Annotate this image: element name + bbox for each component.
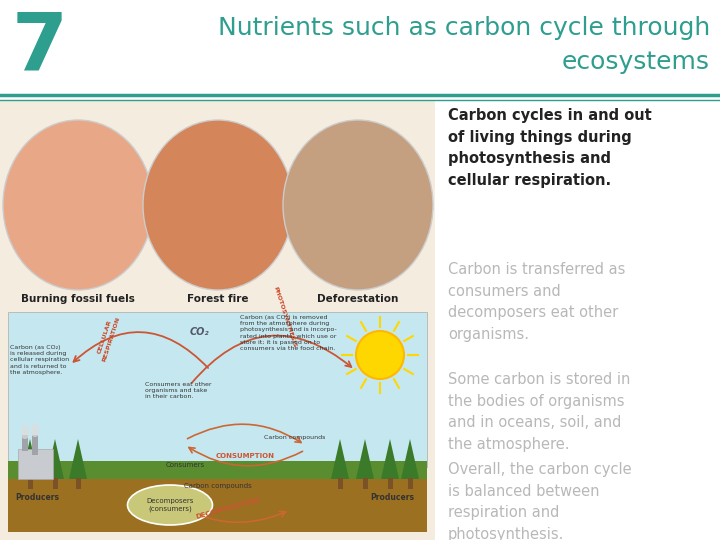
Text: Some carbon is stored in
the bodies of organisms
and in oceans, soil, and
the at: Some carbon is stored in the bodies of o… <box>448 372 631 452</box>
Text: Deforestation: Deforestation <box>318 294 399 304</box>
Bar <box>0 100 435 540</box>
Text: CO₂: CO₂ <box>190 327 210 337</box>
Polygon shape <box>46 439 64 479</box>
Polygon shape <box>69 439 87 479</box>
Text: Consumers eat other
organisms and take
in their carbon.: Consumers eat other organisms and take i… <box>145 382 212 400</box>
Ellipse shape <box>143 120 293 290</box>
Text: Decomposers
(consumers): Decomposers (consumers) <box>146 498 194 512</box>
Circle shape <box>31 429 39 437</box>
Text: Carbon compounds: Carbon compounds <box>184 483 252 489</box>
Ellipse shape <box>3 120 153 290</box>
Polygon shape <box>381 439 399 479</box>
Bar <box>0 0 720 95</box>
Bar <box>8 467 427 532</box>
Bar <box>32 435 38 455</box>
Text: Forest fire: Forest fire <box>187 294 248 304</box>
Bar <box>338 478 343 489</box>
Bar <box>440 100 720 540</box>
Bar <box>8 461 427 479</box>
Text: PHOTOSYNTHESIS: PHOTOSYNTHESIS <box>273 285 297 348</box>
Text: CELLULAR
RESPIRATION: CELLULAR RESPIRATION <box>96 314 120 362</box>
Bar <box>408 478 413 489</box>
Text: 7: 7 <box>12 9 68 86</box>
Circle shape <box>21 425 29 433</box>
Ellipse shape <box>283 120 433 290</box>
Bar <box>387 478 392 489</box>
Text: Carbon (as CO₂) is removed
from the atmosphere during
photosynthesis and is inco: Carbon (as CO₂) is removed from the atmo… <box>240 315 337 351</box>
Circle shape <box>356 331 404 379</box>
Bar <box>27 478 32 489</box>
Bar <box>18 449 53 479</box>
Circle shape <box>21 431 29 439</box>
Bar <box>53 478 58 489</box>
Text: Carbon is transferred as
consumers and
decomposers eat other
organisms.: Carbon is transferred as consumers and d… <box>448 262 626 342</box>
Text: Nutrients such as carbon cycle through: Nutrients such as carbon cycle through <box>217 16 710 40</box>
Text: Carbon cycles in and out
of living things during
photosynthesis and
cellular res: Carbon cycles in and out of living thing… <box>448 108 652 188</box>
Text: Producers: Producers <box>370 493 414 502</box>
Text: Producers: Producers <box>15 493 59 502</box>
Polygon shape <box>331 439 349 479</box>
Text: Consumers: Consumers <box>166 462 204 468</box>
Bar <box>22 435 28 451</box>
Polygon shape <box>356 439 374 479</box>
Text: DECOMPOSITION: DECOMPOSITION <box>195 497 261 520</box>
Circle shape <box>31 423 39 431</box>
Text: Overall, the carbon cycle
is balanced between
respiration and
photosynthesis.: Overall, the carbon cycle is balanced be… <box>448 462 631 540</box>
Text: Burning fossil fuels: Burning fossil fuels <box>21 294 135 304</box>
Polygon shape <box>21 439 39 479</box>
Text: Carbon (as CO₂)
is released during
cellular respiration
and is returned to
the a: Carbon (as CO₂) is released during cellu… <box>10 345 69 375</box>
Bar <box>76 478 81 489</box>
Text: CONSUMPTION: CONSUMPTION <box>215 453 274 459</box>
Polygon shape <box>401 439 419 479</box>
Ellipse shape <box>127 485 212 525</box>
Bar <box>362 478 367 489</box>
Text: ecosystems: ecosystems <box>562 50 710 74</box>
Text: Carbon compounds: Carbon compounds <box>264 435 325 440</box>
Bar <box>8 312 427 467</box>
